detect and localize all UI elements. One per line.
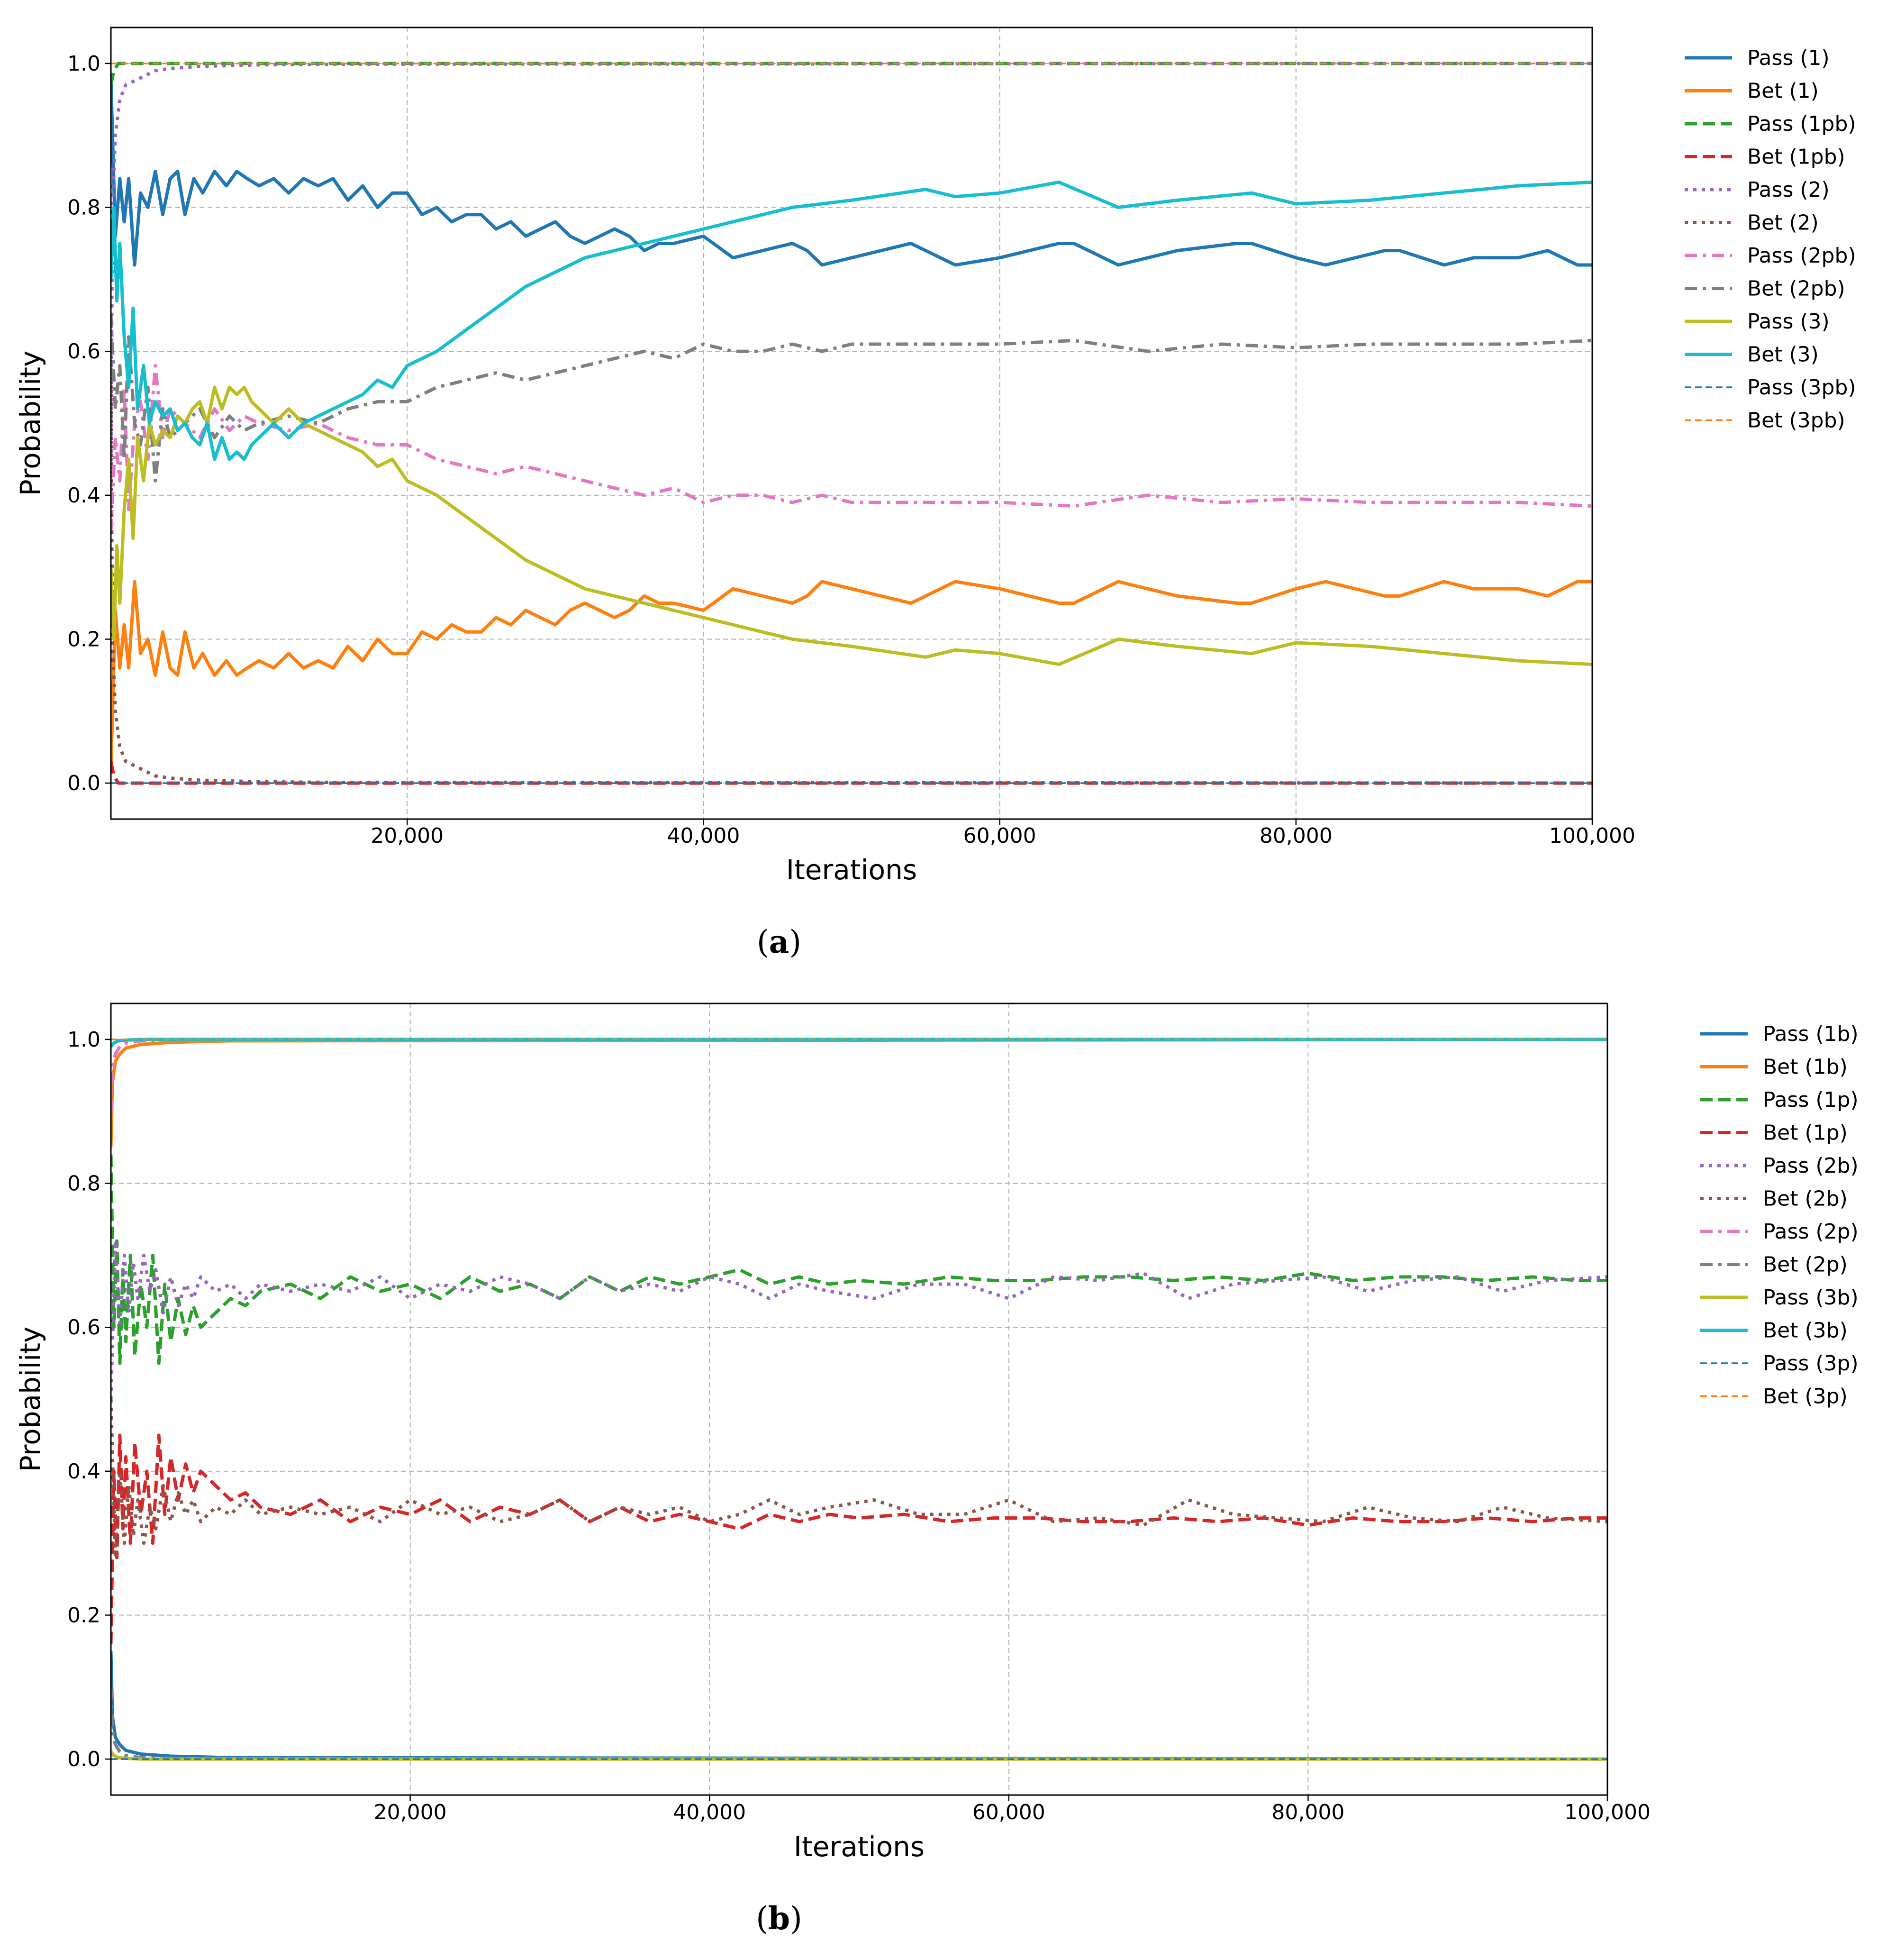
x-tick-label: 100,000 (1564, 1800, 1651, 1824)
series-line (111, 761, 1592, 785)
x-axis-title: Iterations (794, 1831, 925, 1863)
legend-label: Pass (3p) (1763, 1351, 1859, 1376)
series-line (111, 1038, 1607, 1148)
x-tick-label: 60,000 (972, 1800, 1045, 1824)
legend-label: Pass (3) (1747, 310, 1830, 334)
series-line (111, 351, 1592, 785)
grid (111, 27, 1593, 819)
series-line (111, 1154, 1607, 1365)
y-tick-label: 0.8 (67, 1172, 100, 1196)
panel-b: 20,000 40,000 60,000 80,000 100,000 0.0 0.2 0.4… (14, 1003, 1859, 1937)
legend-label: Pass (3b) (1763, 1285, 1859, 1310)
x-tick-label: 100,000 (1549, 824, 1635, 848)
panel-a: 20,000 40,000 60,000 80,000 100,000 0.0 0.2 0.4… (14, 27, 1856, 960)
legend-label: Bet (1b) (1763, 1055, 1848, 1079)
series-group (111, 1038, 1607, 1761)
y-tick-label: 0.6 (67, 339, 100, 364)
y-tick-label: 1.0 (67, 1028, 100, 1052)
series-line (111, 1239, 1607, 1400)
legend-label: Pass (2b) (1763, 1154, 1859, 1178)
y-tick-label: 0.6 (67, 1315, 100, 1340)
series-line (111, 1651, 1607, 1761)
y-axis-title: Probability (14, 351, 46, 496)
plot-frame (110, 1003, 1608, 1796)
y-axis-title: Probability (14, 1327, 46, 1472)
series-line (111, 78, 1592, 267)
legend-label: Pass (2) (1747, 178, 1830, 202)
y-tick-label: 0.4 (67, 1459, 100, 1484)
y-tick-label: 0.0 (67, 771, 100, 795)
legend-label: Bet (2pb) (1747, 277, 1845, 301)
legend-label: Pass (1pb) (1747, 112, 1856, 136)
y-tick-label: 0.2 (67, 627, 100, 651)
series-line (111, 1038, 1607, 1048)
series-group (111, 62, 1592, 785)
legend-label: Pass (1b) (1763, 1022, 1859, 1046)
legend-label: Bet (1pb) (1747, 145, 1845, 169)
y-tick-label: 0.8 (67, 196, 100, 220)
x-tick-label: 40,000 (673, 1800, 746, 1824)
legend-label: Bet (3p) (1763, 1385, 1848, 1409)
legend-label: Pass (1p) (1763, 1088, 1859, 1112)
legend-label: Bet (3pb) (1747, 409, 1845, 433)
series-line (111, 385, 1592, 666)
series-line (111, 1399, 1607, 1559)
series-line (111, 315, 1592, 483)
x-axis-title: Iterations (786, 854, 917, 886)
legend-label: Pass (2p) (1763, 1220, 1859, 1244)
x-tick-label: 60,000 (963, 824, 1036, 848)
series-line (111, 364, 1592, 531)
series-line (111, 1038, 1607, 1112)
x-tick-label: 80,000 (1260, 824, 1333, 848)
legend-label: Pass (2pb) (1747, 244, 1856, 268)
panel-caption: (a) (757, 923, 801, 960)
x-tick-label: 80,000 (1271, 1800, 1344, 1824)
y-tick-label: 0.4 (67, 483, 100, 508)
series-line (111, 1433, 1607, 1644)
x-tick-label: 20,000 (371, 824, 444, 848)
legend-label: Bet (2p) (1763, 1253, 1848, 1277)
x-tick-label: 20,000 (374, 1800, 447, 1824)
series-line (111, 62, 1592, 86)
legend-label: Bet (1p) (1763, 1121, 1848, 1145)
legend-label: Bet (2b) (1763, 1187, 1848, 1211)
legend: Pass (1) Bet (1) Pass (1pb) Bet (1pb) Pass (… (1685, 46, 1856, 433)
legend-label: Pass (1) (1747, 46, 1830, 70)
y-tick-label: 1.0 (67, 52, 100, 76)
grid (111, 1003, 1608, 1795)
legend-label: Bet (1) (1747, 79, 1819, 103)
y-tick-label: 0.2 (67, 1603, 100, 1627)
legend-label: Bet (3) (1747, 343, 1819, 367)
series-line (111, 180, 1592, 461)
panel-caption: (b) (756, 1900, 802, 1937)
legend: Pass (1b) Bet (1b) Pass (1p) Bet (1p) Pass (… (1700, 1022, 1859, 1409)
series-line (111, 1750, 1607, 1761)
x-tick-label: 40,000 (667, 824, 740, 848)
y-tick-label: 0.0 (67, 1747, 100, 1771)
legend-label: Pass (3pb) (1747, 375, 1856, 400)
series-line (111, 62, 1592, 495)
legend-label: Bet (3b) (1763, 1319, 1848, 1343)
legend-label: Bet (2) (1747, 211, 1819, 235)
series-line (111, 580, 1592, 769)
plot-frame (110, 27, 1593, 820)
series-line (111, 1687, 1607, 1761)
